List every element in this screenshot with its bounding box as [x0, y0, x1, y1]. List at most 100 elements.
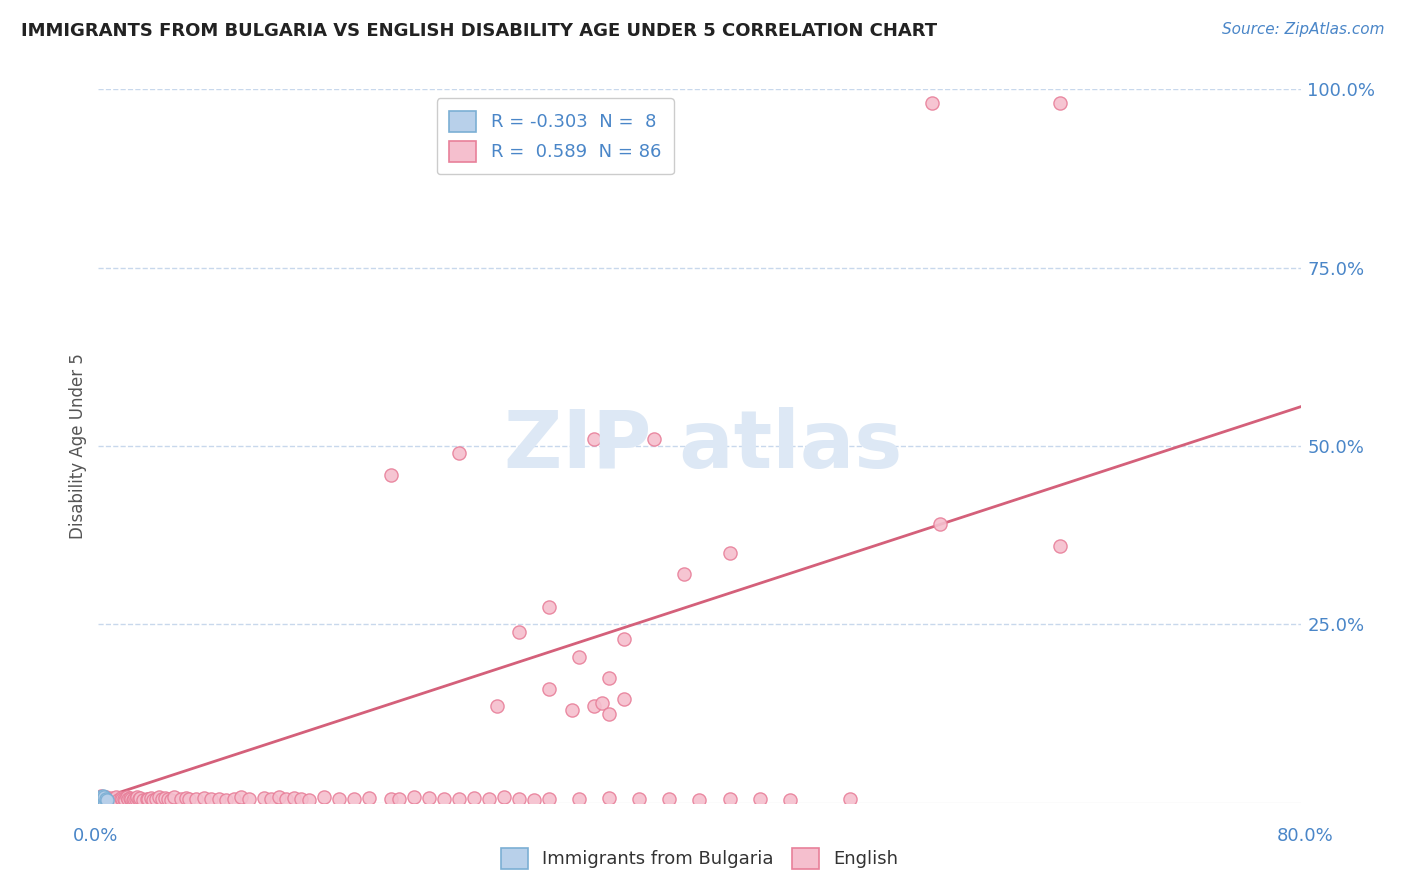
Text: ZIP atlas: ZIP atlas [503, 407, 903, 485]
Point [447, 446, 470, 460]
Point [89, 790, 111, 805]
Point [101, 790, 124, 805]
Point [91, 791, 114, 805]
Point [115, 790, 138, 805]
Point [568, 792, 591, 806]
Point [568, 649, 591, 664]
Point [136, 792, 159, 806]
Point [508, 624, 530, 639]
Point [343, 792, 366, 806]
Point [177, 791, 200, 805]
Point [276, 792, 298, 806]
Point [298, 793, 321, 807]
Point [748, 792, 770, 806]
Point [128, 792, 150, 806]
Point [523, 793, 546, 807]
Point [494, 790, 516, 805]
Point [380, 791, 402, 805]
Text: Source: ZipAtlas.com: Source: ZipAtlas.com [1222, 22, 1385, 37]
Point [561, 703, 583, 717]
Point [463, 790, 485, 805]
Text: 0.0%: 0.0% [73, 827, 118, 845]
Point [402, 790, 425, 805]
Legend: Immigrants from Bulgaria, English: Immigrants from Bulgaria, English [494, 840, 905, 876]
Point [658, 792, 681, 806]
Point [929, 517, 952, 532]
Point [125, 791, 148, 805]
Point [689, 793, 711, 807]
Point [1049, 96, 1071, 111]
Point [148, 790, 170, 805]
Point [114, 793, 136, 807]
Point [718, 546, 741, 560]
Point [139, 790, 162, 805]
Point [159, 793, 181, 807]
Point [598, 706, 620, 721]
Point [104, 791, 127, 805]
Point [94, 790, 117, 805]
Point [118, 790, 141, 805]
Point [184, 792, 207, 806]
Point [290, 791, 312, 805]
Point [215, 793, 238, 807]
Point [380, 467, 402, 482]
Text: IMMIGRANTS FROM BULGARIA VS ENGLISH DISABILITY AGE UNDER 5 CORRELATION CHART: IMMIGRANTS FROM BULGARIA VS ENGLISH DISA… [21, 22, 938, 40]
Point [222, 791, 245, 805]
Point [122, 793, 145, 807]
Point [538, 791, 561, 805]
Point [591, 696, 613, 710]
Point [150, 792, 173, 806]
Point [418, 790, 440, 805]
Text: 80.0%: 80.0% [1277, 827, 1333, 845]
Point [93, 792, 115, 806]
Point [433, 791, 456, 805]
Point [613, 632, 636, 646]
Point [174, 790, 197, 805]
Point [107, 793, 129, 807]
Point [538, 681, 561, 696]
Point [628, 791, 651, 805]
Point [100, 791, 122, 805]
Point [283, 790, 305, 805]
Point [260, 791, 283, 805]
Point [643, 432, 665, 446]
Point [156, 791, 179, 805]
Point [312, 790, 335, 805]
Point [153, 790, 176, 805]
Point [121, 791, 143, 805]
Point [598, 790, 620, 805]
Point [90, 789, 112, 803]
Point [1049, 539, 1071, 553]
Point [193, 790, 215, 805]
Point [117, 792, 139, 806]
Point [718, 791, 741, 805]
Point [583, 699, 606, 714]
Point [141, 793, 163, 807]
Point [478, 791, 501, 805]
Point [162, 790, 184, 805]
Point [328, 791, 350, 805]
Point [447, 792, 470, 806]
Point [583, 432, 606, 446]
Point [208, 792, 231, 806]
Point [238, 792, 260, 806]
Point [538, 599, 561, 614]
Point [170, 792, 193, 806]
Point [253, 790, 276, 805]
Point [124, 792, 146, 806]
Point [93, 790, 115, 805]
Point [200, 791, 222, 805]
Point [267, 790, 290, 805]
Point [103, 792, 125, 806]
Point [135, 791, 157, 805]
Point [91, 789, 114, 803]
Point [127, 790, 149, 805]
Point [97, 793, 120, 807]
Point [112, 791, 135, 805]
Point [613, 692, 636, 706]
Point [508, 792, 530, 806]
Point [129, 790, 152, 805]
Y-axis label: Disability Age Under 5: Disability Age Under 5 [69, 353, 87, 539]
Point [90, 792, 112, 806]
Point [779, 793, 801, 807]
